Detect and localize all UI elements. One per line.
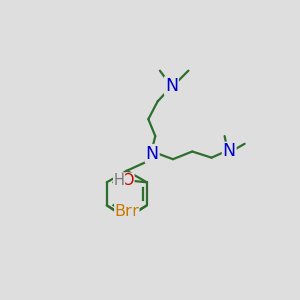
- Text: Br: Br: [121, 204, 139, 219]
- Text: N: N: [146, 145, 159, 163]
- Text: Br: Br: [115, 204, 133, 219]
- Text: H: H: [114, 173, 124, 188]
- Text: N: N: [223, 142, 236, 160]
- Text: N: N: [165, 77, 178, 95]
- Text: O: O: [121, 173, 134, 188]
